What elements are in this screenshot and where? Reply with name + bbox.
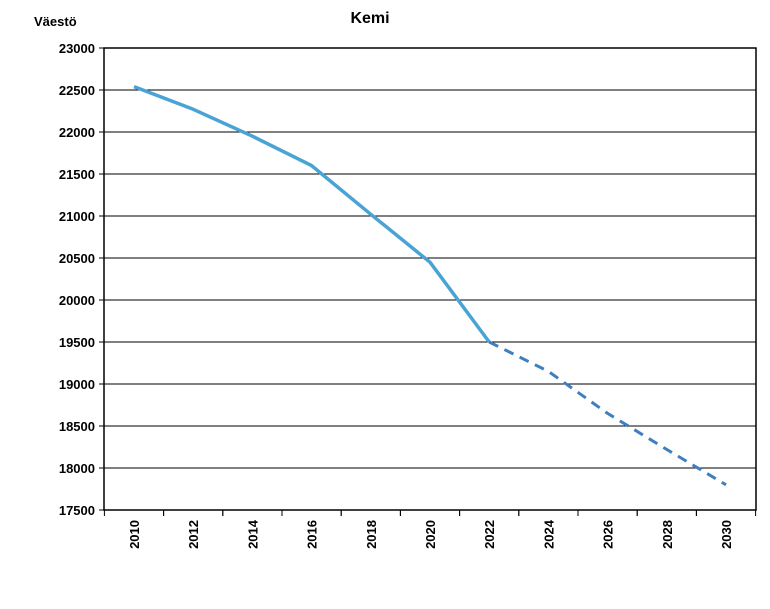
x-tick-label: 2012 bbox=[186, 520, 201, 549]
y-tick-label: 19500 bbox=[59, 335, 95, 350]
series-line-history bbox=[133, 84, 491, 344]
x-tick-label: 2022 bbox=[482, 520, 497, 549]
gridlines bbox=[104, 89, 756, 469]
x-tick-label: 2030 bbox=[719, 520, 734, 549]
y-tick-label: 20000 bbox=[59, 293, 95, 308]
plot-area-frame bbox=[103, 47, 757, 511]
y-axis-label: Väestö bbox=[34, 14, 77, 29]
x-tick-label: 2014 bbox=[245, 519, 260, 549]
y-tick-label: 22500 bbox=[59, 83, 95, 98]
y-axis-ticks: 23000 22500 22000 21500 21000 20500 20000 19500… bbox=[59, 41, 104, 518]
x-tick-label: 2024 bbox=[541, 519, 556, 549]
y-tick-label: 23000 bbox=[59, 41, 95, 56]
x-tick-label: 2028 bbox=[660, 520, 675, 549]
x-tick-label: 2026 bbox=[601, 520, 616, 549]
x-tick-label: 2020 bbox=[423, 520, 438, 549]
x-tick-label: 2018 bbox=[364, 520, 379, 549]
y-tick-label: 20500 bbox=[59, 251, 95, 266]
y-tick-label: 18000 bbox=[59, 461, 95, 476]
x-axis-ticks: 2010 2012 2014 2016 2018 2020 2022 2024 2026 2028… bbox=[103, 510, 757, 549]
y-tick-label: 22000 bbox=[59, 125, 95, 140]
y-tick-label: 21000 bbox=[59, 209, 95, 224]
x-tick-label: 2016 bbox=[305, 520, 320, 549]
y-tick-label: 21500 bbox=[59, 167, 95, 182]
x-tick-label: 2010 bbox=[127, 520, 142, 549]
chart-title: Kemi bbox=[350, 10, 389, 27]
y-tick-label: 18500 bbox=[59, 419, 95, 434]
y-tick-label: 19000 bbox=[59, 377, 95, 392]
series-lines bbox=[133, 84, 727, 487]
y-tick-label: 17500 bbox=[59, 503, 95, 518]
